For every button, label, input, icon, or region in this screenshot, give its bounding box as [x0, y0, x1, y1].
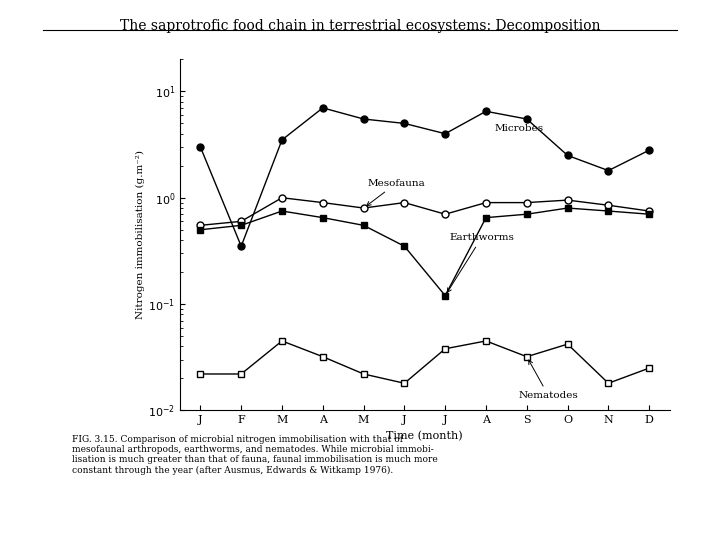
Text: Mesofauna: Mesofauna — [366, 179, 426, 206]
X-axis label: Time (month): Time (month) — [387, 431, 463, 441]
Text: The saprotrofic food chain in terrestrial ecosystems: Decomposition: The saprotrofic food chain in terrestria… — [120, 19, 600, 33]
Text: FIG. 3.15. Comparison of microbial nitrogen immobilisation with that of
mesofaun: FIG. 3.15. Comparison of microbial nitro… — [72, 435, 438, 475]
Y-axis label: Nitrogen immobilisation (g.m⁻²): Nitrogen immobilisation (g.m⁻²) — [136, 151, 145, 319]
Text: Microbes: Microbes — [494, 124, 544, 133]
Text: Earthworms: Earthworms — [447, 233, 514, 292]
Text: Nematodes: Nematodes — [518, 360, 578, 400]
